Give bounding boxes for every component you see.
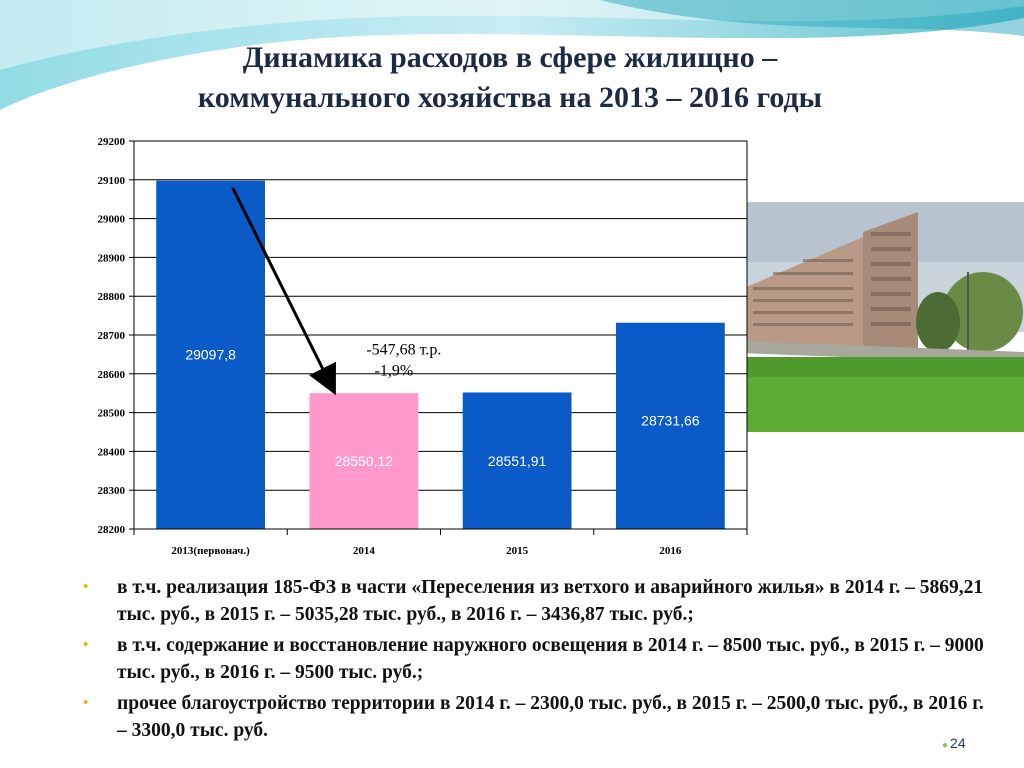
y-tick-label: 28400 (98, 446, 126, 458)
bullet-text: в т.ч. реализация 185-ФЗ в части «Пересе… (117, 577, 984, 625)
x-category-label: 2013(первонач.) (171, 545, 250, 557)
bullet-dot-icon: • (83, 637, 89, 653)
bar (156, 180, 266, 529)
page-number: ● 24 (942, 735, 966, 751)
y-tick-label: 29200 (98, 136, 126, 148)
y-tick-label: 29100 (98, 175, 126, 187)
bullet-item: • прочее благоустройство территории в 201… (80, 690, 995, 744)
y-tick-label: 28200 (98, 524, 126, 536)
change-annotation-value: -547,68 т.р. (366, 341, 441, 358)
bullet-text: в т.ч. содержание и восстановление наруж… (117, 635, 984, 683)
y-tick-label: 28800 (98, 291, 126, 303)
x-category-label: 2014 (353, 545, 376, 557)
bar (462, 392, 572, 529)
y-tick-label: 28900 (98, 252, 126, 264)
y-tick-label: 29000 (98, 214, 126, 226)
y-tick-label: 28300 (98, 485, 126, 497)
change-annotation-percent: -1,9% (375, 363, 414, 380)
bullet-text: прочее благоустройство территории в 2014… (117, 693, 984, 741)
page-number-value: 24 (950, 735, 966, 751)
apartment-building-photo (713, 202, 1024, 432)
title-line-2: коммунального хозяйства на 2013 – 2016 г… (197, 81, 823, 114)
x-category-label: 2016 (659, 545, 682, 557)
y-tick-label: 28500 (98, 408, 126, 420)
y-tick-label: 28700 (98, 330, 126, 342)
bullet-item: • в т.ч. реализация 185-ФЗ в части «Перес… (80, 574, 995, 628)
x-category-label: 2015 (506, 545, 529, 557)
bar-value-label: 28550,12 (335, 453, 394, 469)
bar-value-label: 29097,8 (185, 346, 236, 362)
bullet-item: • в т.ч. содержание и восстановление нару… (80, 632, 995, 686)
slide-title: Динамика расходов в сфере жилищно – комм… (90, 38, 930, 118)
change-arrow (231, 187, 336, 396)
y-tick-label: 28600 (98, 369, 126, 381)
bullet-dot-icon: • (83, 579, 89, 595)
bar-value-label: 28731,66 (641, 412, 700, 428)
title-line-1: Динамика расходов в сфере жилищно – (242, 41, 778, 74)
bar-value-label: 28551,91 (488, 453, 547, 469)
page-dot-icon: ● (942, 740, 949, 751)
bullet-dot-icon: • (83, 695, 89, 711)
bar (615, 322, 725, 529)
bullet-list: • в т.ч. реализация 185-ФЗ в части «Перес… (80, 574, 995, 748)
bar (309, 393, 419, 529)
